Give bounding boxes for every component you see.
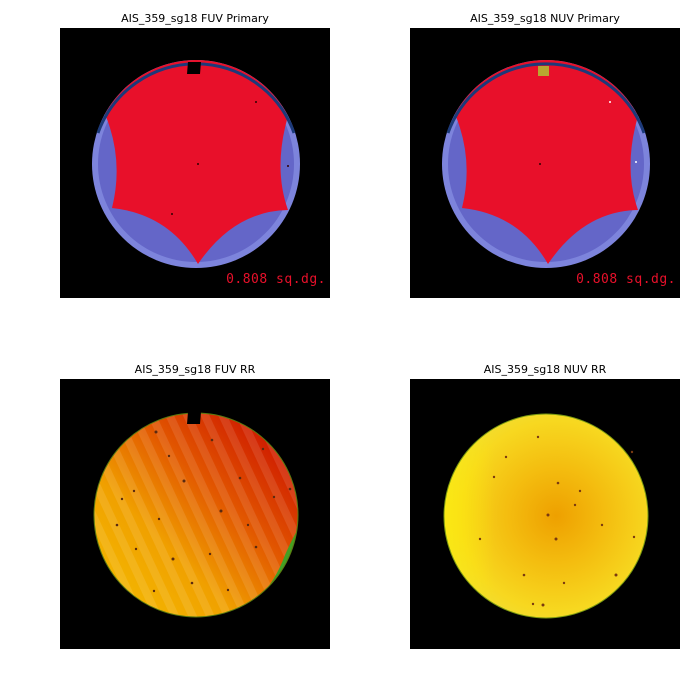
fuv-primary-area-label: 0.808 sq.dg. — [226, 272, 326, 287]
fuv-rr-title: AIS_359_sg18 FUV RR — [134, 363, 256, 376]
notch-mark — [187, 412, 201, 424]
nuv-rr-image — [443, 413, 649, 619]
fuv-rr-panel — [60, 379, 330, 649]
nuv-primary-title: AIS_359_sg18 NUV Primary — [470, 12, 620, 25]
fuv-rr-image — [93, 412, 299, 618]
nuv-primary-area-label: 0.808 sq.dg. — [576, 272, 676, 287]
calibration-patch — [538, 66, 549, 76]
coverage-region — [455, 60, 638, 264]
nuv-primary-image — [442, 60, 650, 268]
fuv-primary-panel: 0.808 sq.dg. — [60, 28, 330, 298]
detector-rim — [446, 62, 646, 134]
fuv-primary-title: AIS_359_sg18 FUV Primary — [121, 12, 269, 25]
notch-mark — [187, 62, 201, 74]
nuv-primary-panel: 0.808 sq.dg. — [410, 28, 680, 298]
fuv-primary-image — [92, 60, 300, 268]
nuv-rr-panel — [410, 379, 680, 649]
nuv-rr-title: AIS_359_sg18 NUV RR — [483, 363, 607, 376]
coverage-region — [105, 60, 288, 264]
